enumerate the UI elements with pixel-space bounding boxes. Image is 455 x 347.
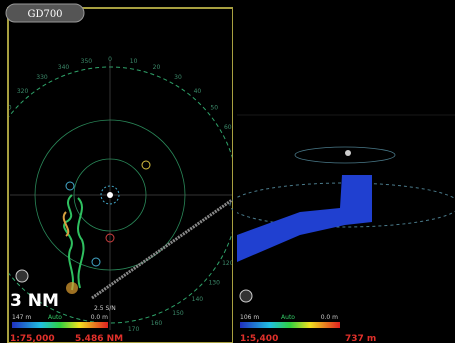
compass-label: 170	[128, 326, 140, 333]
chart-scale: 1:75,000	[10, 334, 55, 343]
waypoint	[105, 233, 115, 243]
compass-label: 10	[130, 58, 138, 65]
right-chart	[229, 114, 455, 262]
course-line	[91, 198, 233, 300]
compass-label: 0	[108, 56, 112, 63]
depth-max: 0.0 m	[91, 314, 108, 321]
compass-label: 310	[0, 105, 12, 112]
marker	[66, 282, 78, 294]
depth-scale	[12, 322, 108, 328]
compass-label: 350	[81, 58, 93, 65]
waypoint	[65, 181, 75, 191]
compass-label: 130	[208, 279, 220, 286]
sog-label: 2.5 S/N	[94, 305, 116, 312]
compass-label: 140	[192, 296, 204, 303]
depth-min: 106 m	[240, 314, 259, 321]
compass-label: 40	[194, 88, 202, 95]
distance: 5.486 NM	[75, 334, 123, 343]
depth-min: 147 m	[12, 314, 31, 321]
title-pill	[5, 3, 85, 23]
north-icon	[15, 269, 29, 283]
range-ring	[294, 146, 396, 164]
vessel	[107, 192, 113, 198]
north-icon	[239, 289, 253, 303]
distance: 737 m	[345, 334, 376, 343]
compass-label: 50	[210, 105, 218, 112]
compass-label: 160	[151, 320, 163, 327]
waypoint	[141, 160, 151, 170]
depth-max: 0.0 m	[321, 314, 338, 321]
legend-mode: Auto	[48, 314, 62, 321]
left-chart: 3003103203303403500102030405060708090100…	[0, 56, 234, 333]
compass-label: 320	[17, 88, 29, 95]
compass-label: 330	[36, 74, 48, 81]
waypoint	[91, 257, 101, 267]
track	[62, 211, 70, 237]
chart-scale: 1:5,400	[240, 334, 278, 343]
compass-label: 60	[224, 124, 232, 131]
range-label: 3 NM	[10, 291, 59, 311]
legend-mode: Auto	[281, 314, 295, 321]
vessel-ring	[100, 185, 120, 205]
compass-label: 20	[153, 64, 161, 71]
track-3d	[237, 175, 372, 262]
compass-label: 150	[172, 310, 184, 317]
vessel	[345, 150, 351, 156]
title: GD700	[27, 9, 62, 20]
depth-scale	[240, 322, 340, 328]
compass-label: 340	[58, 64, 70, 71]
compass-label: 30	[174, 74, 182, 81]
compass-label: 120	[222, 260, 234, 267]
